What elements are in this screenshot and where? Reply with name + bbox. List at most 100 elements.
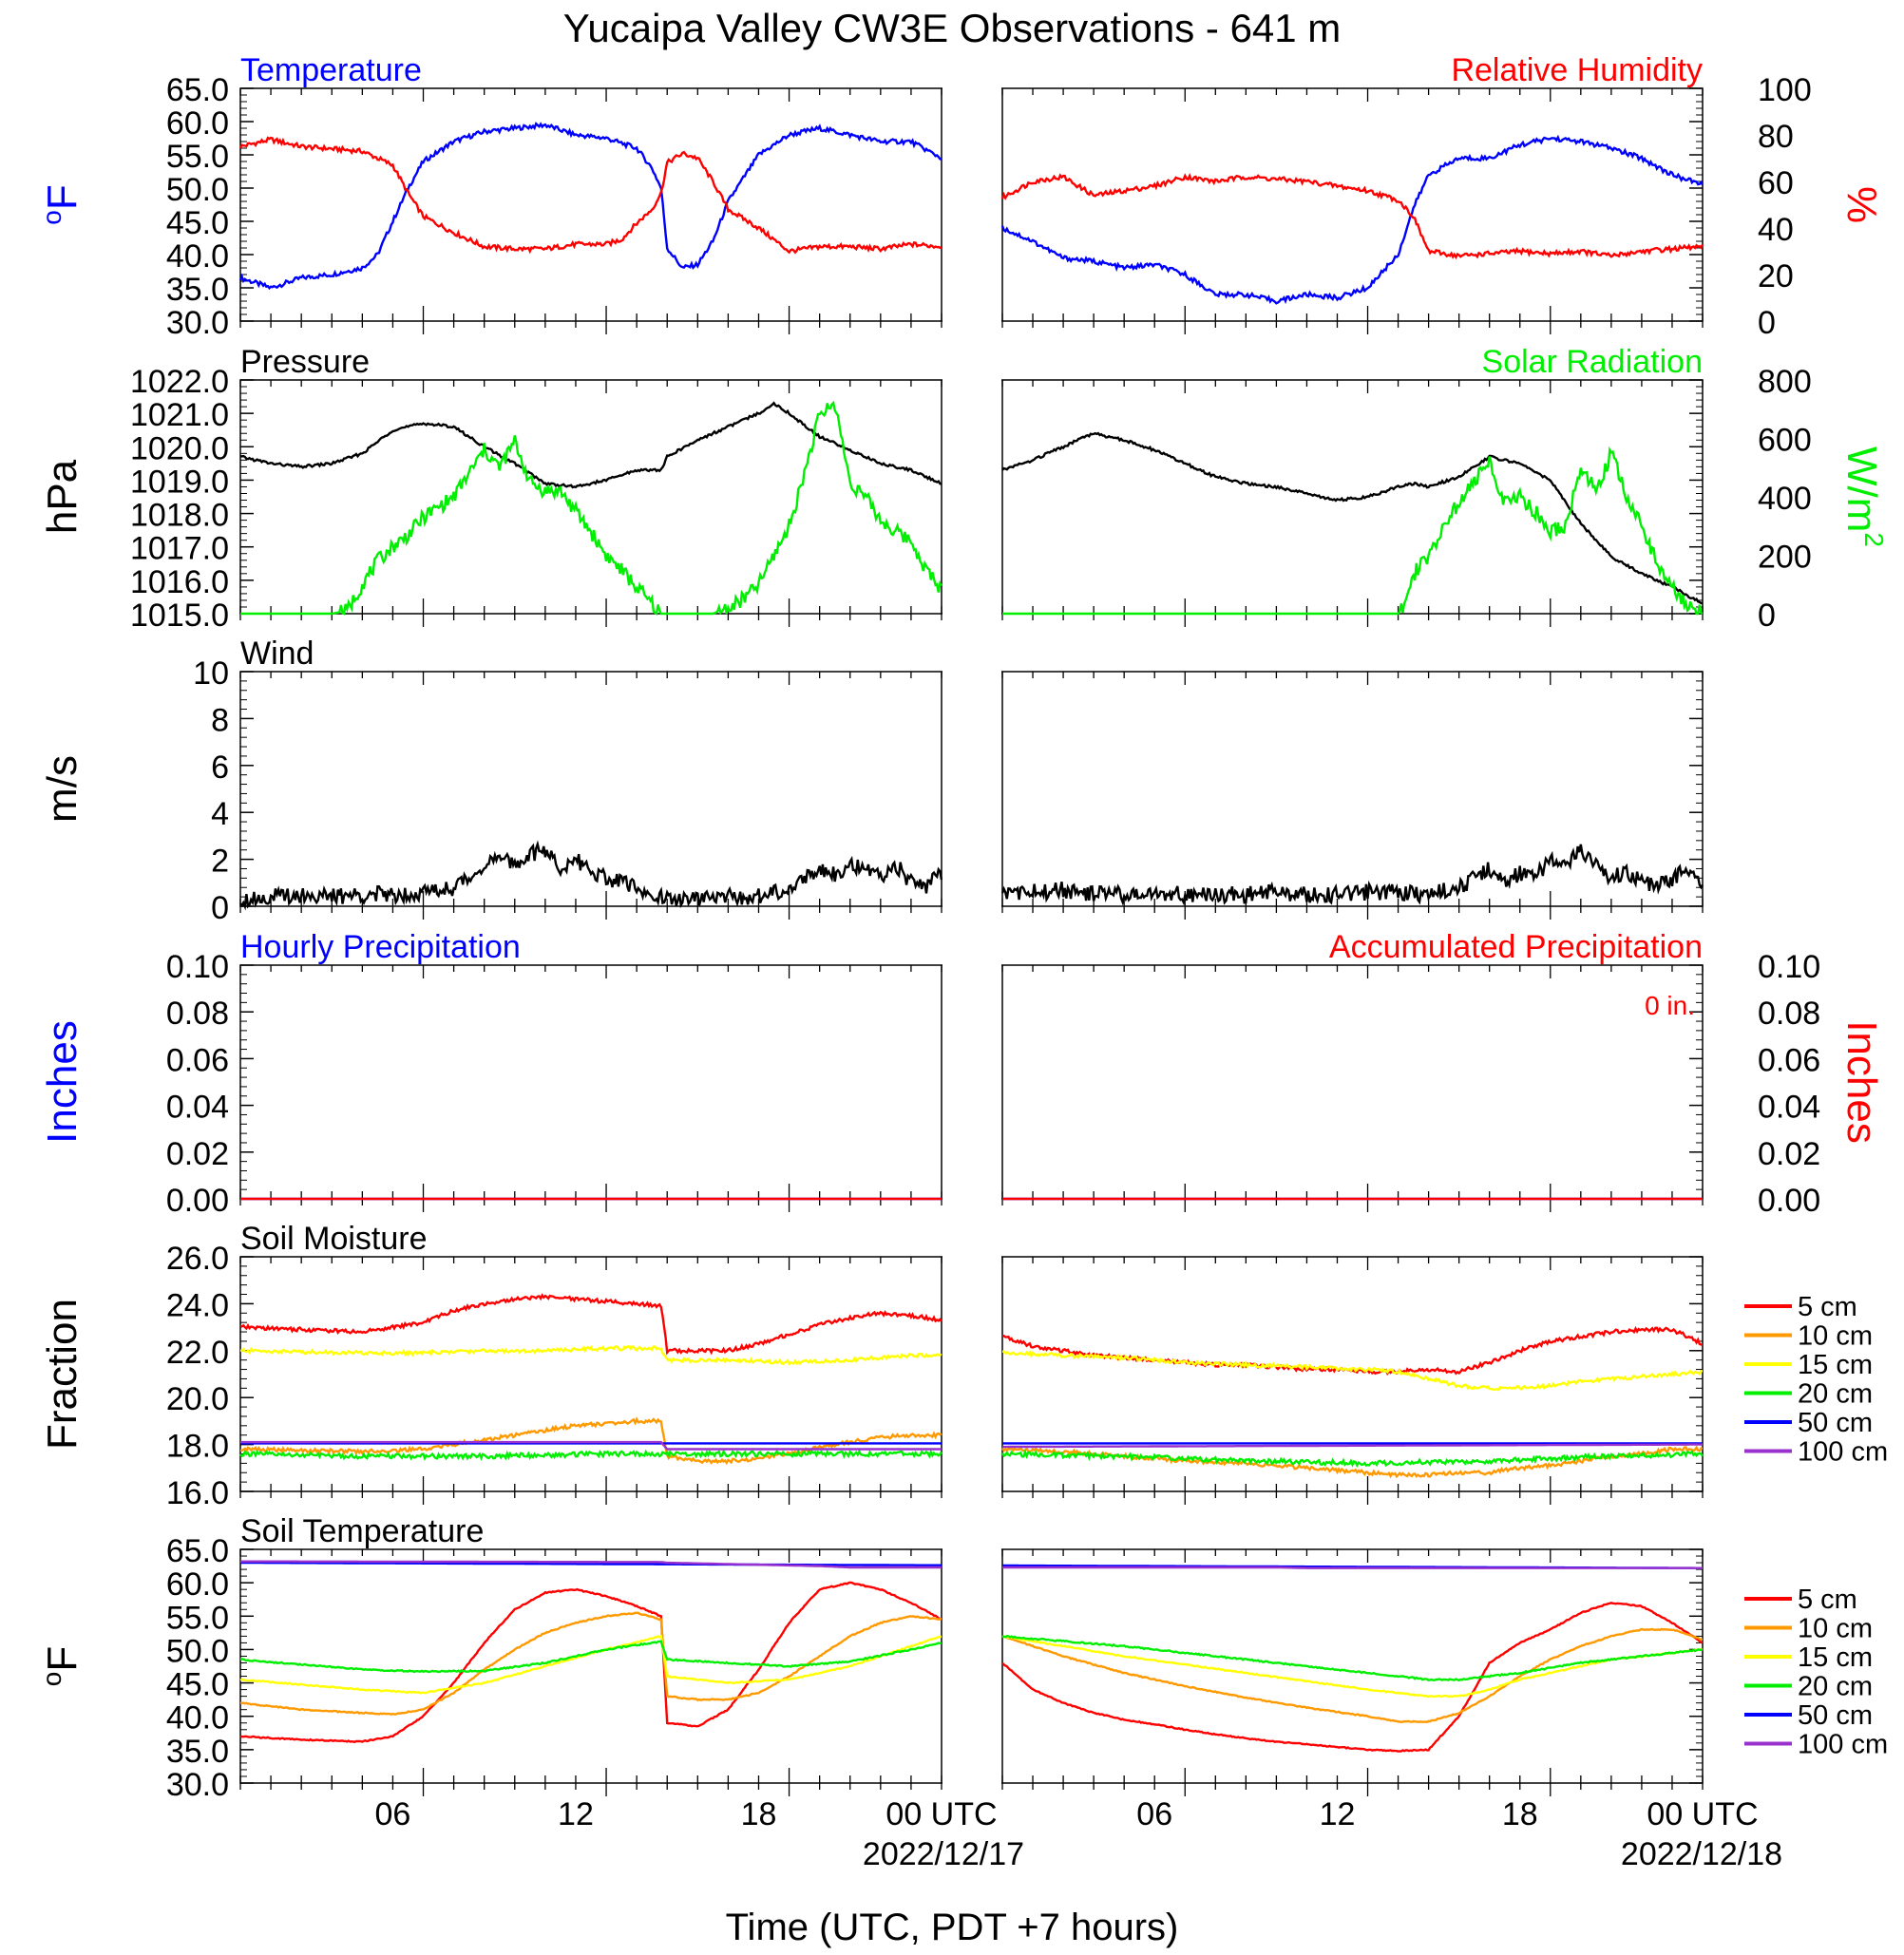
legend-label: 15 cm: [1798, 1642, 1873, 1673]
y-right-tick-label: 60: [1758, 165, 1794, 201]
y-tick-label: 1021.0: [130, 397, 229, 433]
series-line: [1000, 173, 1704, 260]
y-axis-label-left: Fraction: [39, 1299, 86, 1450]
x-tick-label: 12: [558, 1796, 594, 1832]
series-line: [240, 400, 942, 616]
y-tick-label: 30.0: [166, 305, 229, 341]
y-tick-label: 0.00: [166, 1183, 229, 1219]
y-tick-label: 18.0: [166, 1429, 229, 1465]
y-tick-label: 35.0: [166, 1734, 229, 1770]
y-tick-label: 50.0: [166, 1633, 229, 1669]
y-axis-label-left: Inches: [39, 1020, 86, 1144]
legend-item: 10 cm: [1744, 1614, 1873, 1644]
series-line: [240, 1560, 942, 1569]
series-line: [1000, 1449, 1704, 1468]
series-line: [1001, 1635, 1704, 1699]
y-tick-label: 0.08: [166, 996, 229, 1032]
panel-title-left: Temperature: [240, 52, 422, 88]
y-tick-label: 55.0: [166, 139, 229, 175]
y-tick-label: 16.0: [166, 1475, 229, 1511]
y-right-tick-label: 0.02: [1758, 1136, 1820, 1172]
series-line: [240, 1611, 942, 1716]
legend-item: 10 cm: [1744, 1321, 1873, 1352]
y-tick-label: 0.04: [166, 1090, 229, 1126]
series-line: [1001, 1602, 1704, 1753]
data-gap: [942, 86, 1001, 323]
panel-title-right: Relative Humidity: [1451, 52, 1703, 88]
y-axis-label-left: hPa: [39, 459, 86, 534]
series-line: [1002, 1566, 1703, 1569]
y-right-tick-label: 0.06: [1758, 1042, 1820, 1078]
data-gap: [942, 1255, 1001, 1493]
legend-label: 100 cm: [1798, 1730, 1888, 1760]
series-line: [1000, 134, 1704, 305]
y-tick-label: 24.0: [166, 1287, 229, 1323]
y-tick-label: 60.0: [166, 105, 229, 142]
y-right-tick-label: 20: [1758, 258, 1794, 294]
x-tick-label: 00 UTC: [885, 1796, 997, 1832]
y-tick-label: 35.0: [166, 272, 229, 308]
series-line: [1002, 446, 1704, 616]
x-tick-label: 00 UTC: [1647, 1796, 1758, 1832]
legend-item: 20 cm: [1744, 1379, 1873, 1410]
y-axis-label-right: W/m2: [1838, 446, 1889, 547]
y-right-tick-label: 100: [1758, 72, 1812, 108]
y-tick-label: 40.0: [166, 238, 229, 275]
panel-6: 30.035.040.045.050.055.060.065.0 Soil Tem…: [37, 1513, 1888, 1803]
series-line: [239, 1640, 942, 1674]
figure-title: Yucaipa Valley CW3E Observations - 641 m: [563, 6, 1342, 50]
y-right-tick-label: 0.04: [1758, 1090, 1820, 1126]
series-line: [1000, 844, 1704, 906]
legend-label: 100 cm: [1798, 1437, 1888, 1468]
y-tick-label: 20.0: [166, 1381, 229, 1417]
panels: 30.035.040.045.050.055.060.065.002040608…: [37, 52, 1889, 1803]
panel-title-right: Solar Radiation: [1482, 344, 1703, 380]
y-tick-label: 8: [211, 702, 229, 738]
y-tick-label: 4: [211, 796, 229, 832]
y-tick-label: 0.10: [166, 949, 229, 985]
y-right-tick-label: 0: [1758, 598, 1776, 634]
y-right-tick-label: 40: [1758, 212, 1794, 248]
y-axis-label-left: oF: [37, 1646, 86, 1686]
x-axis: Time (UTC, PDT +7 hours) 06 12 18 00 UTC 06 1…: [375, 1796, 1783, 1948]
x-date-label: 2022/12/17: [863, 1836, 1024, 1872]
panel-title-left: Wind: [240, 636, 314, 672]
y-tick-label: 65.0: [166, 1533, 229, 1569]
legend-label: 10 cm: [1798, 1321, 1873, 1352]
legend-label: 20 cm: [1798, 1672, 1873, 1702]
legend-label: 5 cm: [1798, 1585, 1857, 1615]
x-tick-label: 18: [1502, 1796, 1538, 1832]
series-line: [239, 1449, 942, 1462]
series-line: [240, 1416, 942, 1466]
y-right-tick-label: 200: [1758, 540, 1812, 576]
panel-1: 30.035.040.045.050.055.060.065.0 0 20 40 60 8…: [37, 52, 1885, 341]
panel-title-left: Soil Temperature: [240, 1513, 484, 1549]
y-tick-label: 2: [211, 844, 229, 880]
legend-item: 15 cm: [1744, 1350, 1873, 1380]
panel-title-left: Hourly Precipitation: [240, 929, 521, 965]
y-tick-label: 0.06: [166, 1042, 229, 1078]
y-tick-label: 0.02: [166, 1136, 229, 1172]
legend-label: 50 cm: [1798, 1700, 1873, 1731]
series-line: [239, 840, 943, 911]
panel-4: 0.00 0.02 0.04 0.06 0.08 0.10 0.00 0.02 0.04 0.06…: [39, 929, 1885, 1219]
data-gap: [942, 670, 1001, 908]
y-right-tick-label: 800: [1758, 364, 1812, 400]
data-gap: [942, 1547, 1001, 1785]
y-tick-label: 60.0: [166, 1566, 229, 1603]
series-line: [240, 1561, 942, 1566]
y-tick-label: 30.0: [166, 1767, 229, 1803]
y-right-tick-label: 80: [1758, 119, 1794, 155]
panel-title-left: Pressure: [240, 344, 370, 380]
x-tick-label: 12: [1320, 1796, 1356, 1832]
x-tick-label: 06: [1136, 1796, 1172, 1832]
data-gap: [942, 963, 1001, 1201]
y-tick-label: 45.0: [166, 1667, 229, 1703]
series-line: [1001, 1325, 1704, 1376]
series-line: [1001, 1627, 1704, 1724]
y-tick-label: 0: [211, 890, 229, 926]
y-axis-label-left: oF: [37, 184, 86, 224]
legend-label: 20 cm: [1798, 1379, 1873, 1410]
legend-item: 100 cm: [1744, 1730, 1888, 1760]
